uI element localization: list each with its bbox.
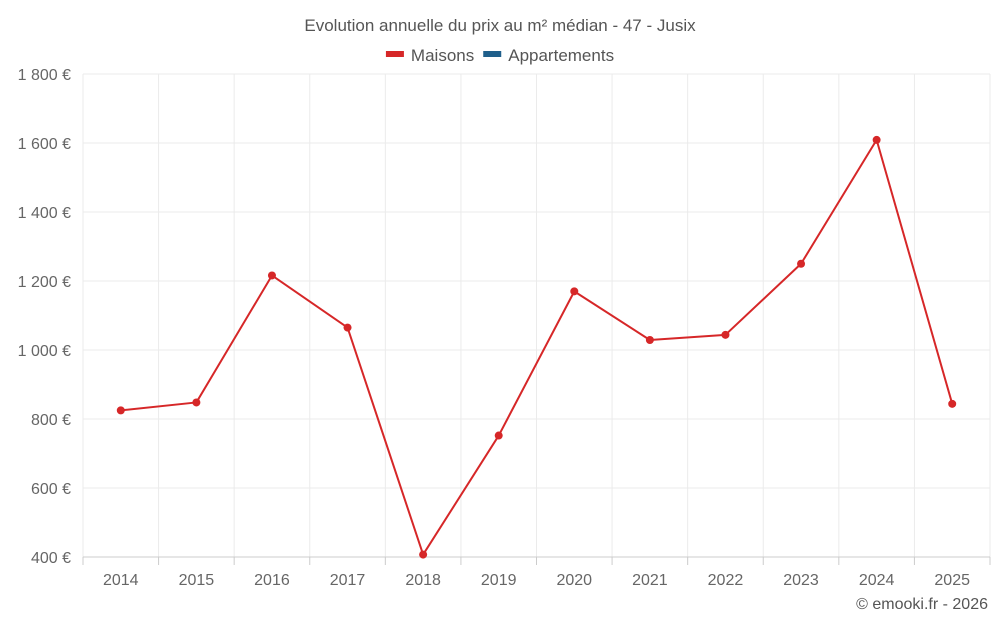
legend-swatch	[385, 51, 404, 57]
y-tick-label: 1 600 €	[18, 136, 71, 153]
data-point[interactable]	[570, 287, 579, 296]
series-line-maisons	[120, 138, 954, 556]
legend-item-appartements[interactable]: Appartements	[483, 46, 614, 65]
legend-swatch	[483, 51, 502, 57]
x-tick-label: 2021	[632, 572, 668, 589]
data-point[interactable]	[419, 550, 428, 559]
y-tick-label: 1 800 €	[18, 67, 71, 84]
y-tick-label: 1 400 €	[18, 205, 71, 222]
legend-label: Maisons	[411, 46, 474, 65]
data-point[interactable]	[797, 259, 806, 268]
y-tick-label: 800 €	[31, 412, 71, 429]
data-point[interactable]	[267, 271, 276, 280]
x-tick-label: 2024	[859, 572, 895, 589]
legend-item-maisons[interactable]: Maisons	[385, 46, 474, 65]
legend: Maisons Appartements	[385, 46, 614, 65]
data-point[interactable]	[116, 406, 125, 415]
credit-text: © emooki.fr - 2026	[856, 596, 988, 613]
x-tick-label: 2017	[330, 572, 366, 589]
data-point[interactable]	[645, 335, 654, 344]
chart-title: Evolution annuelle du prix au m² médian …	[304, 16, 696, 35]
data-point[interactable]	[343, 323, 352, 332]
y-tick-label: 600 €	[31, 481, 71, 498]
data-point[interactable]	[494, 431, 503, 440]
x-gridlines	[82, 74, 991, 557]
x-tick-label: 2016	[254, 572, 290, 589]
data-point[interactable]	[721, 330, 730, 339]
y-tick-label: 1 200 €	[18, 274, 71, 291]
x-tick-label: 2015	[179, 572, 215, 589]
series-group	[116, 135, 957, 559]
x-tick-label: 2022	[708, 572, 744, 589]
data-point[interactable]	[192, 398, 201, 407]
y-tick-label: 400 €	[31, 550, 71, 567]
y-axis: 400 € 600 € 800 € 1 000 € 1 200 € 1 400 € 1 60…	[18, 67, 71, 567]
x-axis: 2014 2015 2016 2017 2018 2019 2020 2021 2022 2023…	[82, 556, 991, 589]
y-tick-label: 1 000 €	[18, 343, 71, 360]
data-point[interactable]	[872, 135, 881, 144]
x-tick-label: 2020	[556, 572, 592, 589]
x-tick-label: 2018	[405, 572, 441, 589]
x-tick-label: 2019	[481, 572, 517, 589]
x-tick-label: 2014	[103, 572, 139, 589]
legend-label: Appartements	[508, 46, 614, 65]
x-tick-label: 2025	[934, 572, 970, 589]
data-point[interactable]	[948, 399, 957, 408]
x-tick-label: 2023	[783, 572, 819, 589]
